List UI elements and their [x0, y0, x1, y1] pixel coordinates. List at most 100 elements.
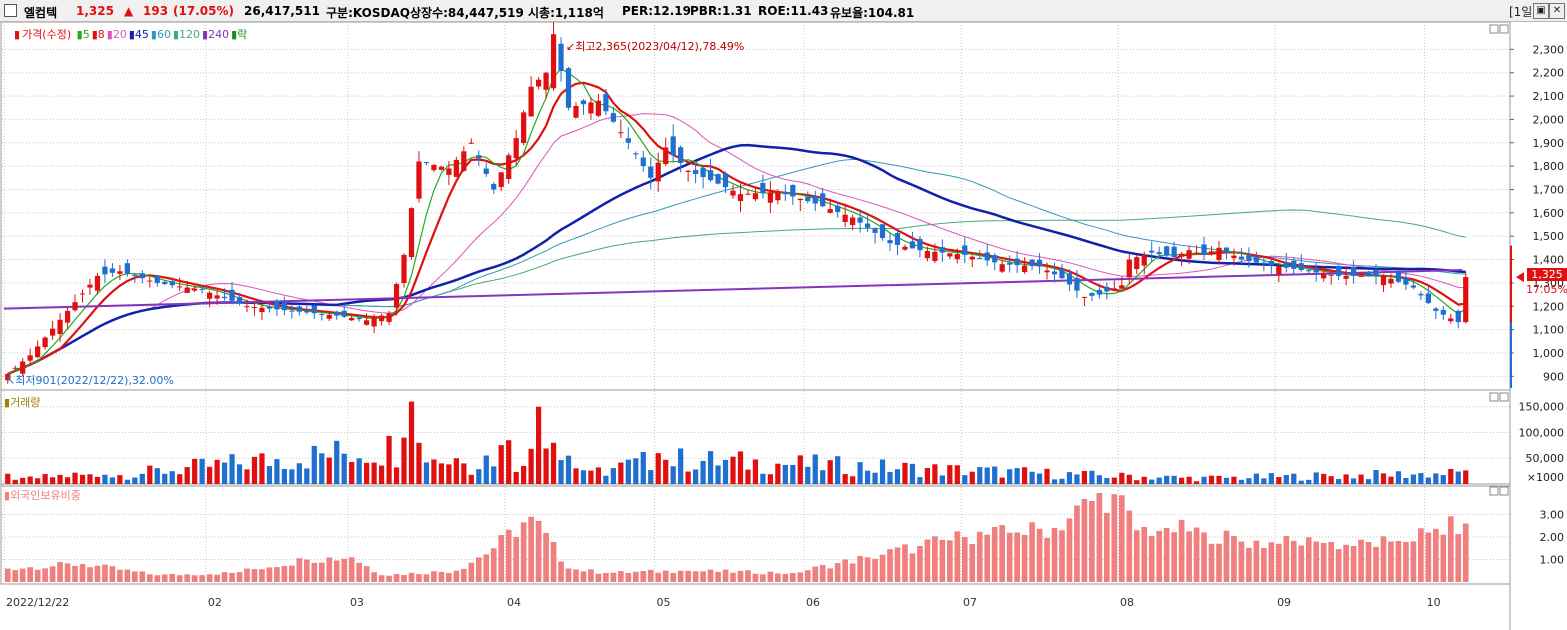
- candle-body: [364, 320, 370, 325]
- volume-bar: [588, 470, 594, 484]
- candle-body: [304, 310, 310, 313]
- volume-bar: [453, 458, 459, 484]
- checkbox[interactable]: [4, 4, 17, 17]
- foreign-bar: [423, 574, 430, 582]
- low-annotation-text: 최저901(2022/12/22),32.00%: [15, 374, 174, 387]
- candle-body: [20, 361, 26, 374]
- volume-bar: [924, 468, 931, 484]
- foreign-bar: [969, 543, 976, 582]
- volume-bar: [393, 467, 400, 484]
- foreign-bar: [1261, 547, 1267, 582]
- last-price-tag: 1,325: [1527, 268, 1567, 281]
- foreign-bar: [1328, 542, 1334, 582]
- candle-body: [805, 197, 811, 202]
- volume-bar: [670, 466, 676, 484]
- volume-bar: [266, 466, 273, 484]
- price-tick-label-3: 1,200: [1533, 300, 1565, 313]
- foreign-bar: [722, 569, 729, 582]
- foreign-bar: [999, 525, 1006, 582]
- candle-body: [640, 157, 646, 167]
- foreign-bar: [1089, 501, 1095, 582]
- candle-body: [648, 166, 654, 178]
- high-annotation-text: 최고2,365(2023/04/12),78.49%: [575, 40, 745, 53]
- candle-body: [169, 281, 175, 286]
- candle-body: [707, 170, 714, 181]
- foreign-bar: [1133, 530, 1140, 582]
- volume-bar: [752, 459, 759, 484]
- x-tick-label-5: 06: [806, 596, 820, 609]
- candle-body: [1336, 265, 1342, 276]
- low-annotation: ↖최저901(2022/12/22),32.00%: [6, 374, 174, 387]
- candle-body: [251, 307, 258, 309]
- candle-body: [94, 275, 101, 291]
- period-selector[interactable]: [1일]: [1508, 5, 1537, 19]
- ma-line-60: [7, 158, 1466, 375]
- foreign-bar: [1275, 543, 1282, 582]
- candle-body: [1074, 277, 1080, 291]
- foreign-bar: [401, 575, 407, 582]
- candle-body: [1201, 244, 1207, 255]
- volume-bar: [1201, 476, 1207, 484]
- candle-body: [386, 313, 392, 322]
- volume-bar: [543, 448, 549, 484]
- candle-body: [655, 162, 661, 182]
- candle-body: [79, 293, 86, 295]
- x-tick-label-3: 04: [507, 596, 521, 609]
- foreign-bar: [625, 572, 632, 582]
- candle-body: [1051, 271, 1058, 275]
- volume-bar: [378, 465, 385, 484]
- price-tick-label-1: 1,000: [1533, 347, 1565, 360]
- candle-body: [700, 168, 706, 178]
- volume-bar: [1119, 472, 1125, 484]
- volume-bar: [909, 463, 916, 484]
- foreign-bar: [244, 568, 250, 582]
- volume-bar: [700, 460, 706, 484]
- candle-body: [408, 208, 415, 258]
- volume-bar: [1089, 470, 1095, 484]
- candle-body: [909, 241, 916, 249]
- foreign-bar: [804, 570, 811, 582]
- volume-bar: [109, 477, 116, 484]
- volume-bar: [842, 474, 848, 484]
- candle-body: [790, 184, 796, 197]
- price-legend-label: 가격(수정): [22, 28, 72, 41]
- foreign-bar: [498, 535, 505, 582]
- foreign-bar: [1290, 540, 1297, 582]
- restore-button[interactable]: ▣: [1533, 3, 1549, 19]
- candle-body: [1089, 293, 1095, 296]
- volume-bar: [663, 459, 669, 484]
- volume-bar: [655, 453, 661, 484]
- foreign-bar: [1238, 541, 1245, 582]
- volume-bar: [431, 459, 437, 484]
- price-tick-label-14: 2,300: [1533, 43, 1565, 56]
- candle-body: [438, 166, 445, 170]
- close-button[interactable]: ✕: [1549, 3, 1565, 19]
- candle-body: [199, 288, 205, 290]
- foreign-bar: [954, 531, 961, 582]
- ma-legend-6: ▮240: [202, 28, 230, 41]
- foreign-bar: [206, 574, 213, 582]
- volume-bar: [326, 457, 332, 484]
- price-tick-label-9: 1,800: [1533, 160, 1565, 173]
- foreign-bar: [879, 554, 886, 582]
- foreign-bar: [34, 569, 41, 582]
- foreign-bar: [939, 539, 946, 582]
- foreign-bar: [1126, 510, 1133, 582]
- foreign-bar: [984, 534, 991, 582]
- foreign-bar: [976, 531, 983, 582]
- foreign-bar: [214, 574, 220, 582]
- foreign-bar: [1253, 540, 1260, 582]
- volume-bar: [1164, 475, 1170, 484]
- volume-bar: [461, 463, 467, 484]
- foreign-bar: [57, 562, 63, 582]
- candle-body: [535, 79, 542, 87]
- candle-body: [274, 300, 280, 310]
- candle-body: [1298, 263, 1304, 271]
- candle-body: [962, 245, 968, 255]
- foreign-bar: [259, 569, 265, 582]
- volume-bar: [1231, 476, 1237, 484]
- foreign-bar: [64, 563, 71, 582]
- foreign-bar: [505, 529, 512, 582]
- candle-body: [992, 255, 998, 263]
- stock-chart[interactable]: 2022/12/22 02 03 04 05 06 07 08 09 10 900 1,000 1,10…: [0, 22, 1567, 630]
